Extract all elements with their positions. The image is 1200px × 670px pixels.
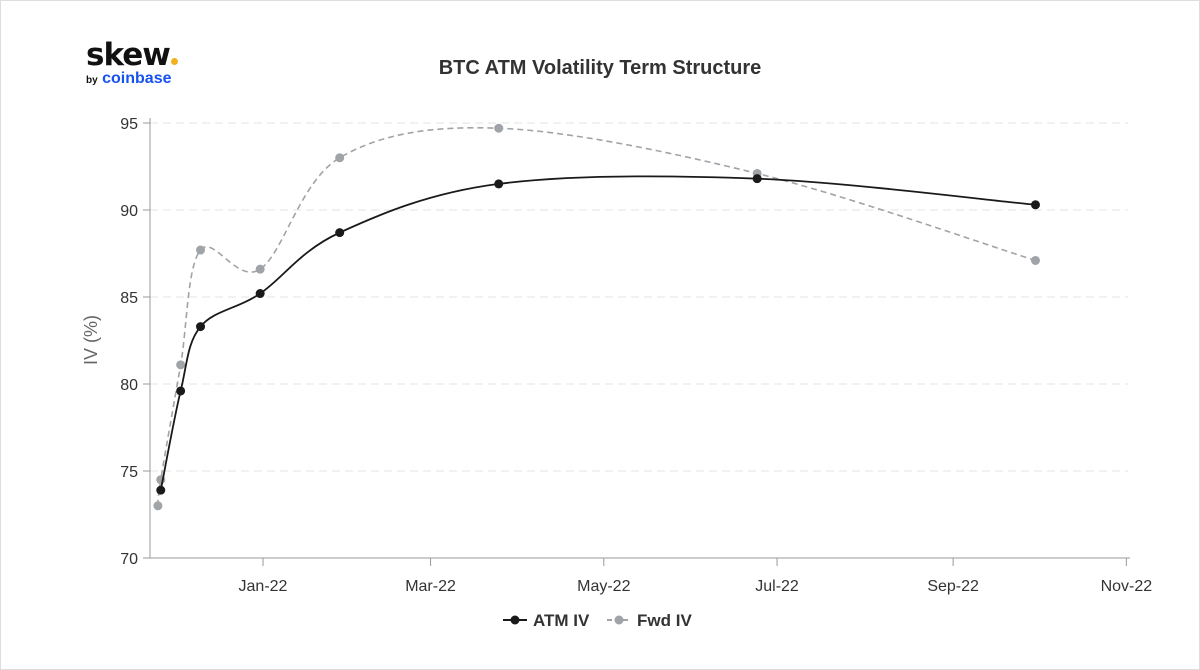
fwd-iv-point [153,501,163,511]
atm-iv-point [255,289,265,299]
y-tick-label: 85 [120,290,138,307]
atm-iv-point [752,174,762,184]
x-tick-label: May-22 [577,578,630,595]
legend-label-fwd-iv: Fwd IV [637,611,692,630]
fwd-iv-point [494,123,504,133]
logo-skew-text: skew [86,37,171,73]
atm-iv-point [176,386,186,396]
fwd-iv-point [1030,255,1040,265]
atm-iv-line [159,175,1036,491]
x-tick-label: Jan-22 [239,578,288,595]
legend-item-fwd-iv[interactable]: Fwd IV [607,611,692,630]
logo-by-text: by [86,75,98,86]
skew-logo: skew by coinbase [86,40,178,88]
fwd-iv-point [196,245,206,255]
fwd-iv-point [335,153,345,163]
chart-title: BTC ATM Volatility Term Structure [439,57,762,79]
legend-label-atm-iv: ATM IV [533,611,590,630]
x-tick-label: Jul-22 [755,578,799,595]
y-axis-label: IV (%) [81,315,101,365]
atm-iv-point [494,179,504,189]
atm-iv-point [1030,200,1040,210]
logo-coinbase-text: coinbase [102,70,172,87]
fwd-iv-line [157,127,1036,506]
atm-iv-point [335,228,345,238]
atm-iv-point [196,322,206,332]
y-tick-label: 70 [120,551,138,568]
y-tick-label: 80 [120,377,138,394]
fwd-iv-point [255,264,265,274]
y-tick-label: 75 [120,464,138,481]
x-tick-label: Sep-22 [927,578,979,595]
y-tick-label: 95 [120,116,138,133]
fwd-iv-point [176,360,186,370]
logo-dot [170,58,178,65]
atm-iv-point [156,485,166,495]
legend-marker-fwd-iv [614,615,624,625]
x-tick-label: Nov-22 [1101,578,1153,595]
legend-item-atm-iv[interactable]: ATM IV [503,611,590,630]
legend-marker-atm-iv [510,615,520,625]
y-tick-label: 90 [120,203,138,220]
x-tick-label: Mar-22 [405,578,456,595]
